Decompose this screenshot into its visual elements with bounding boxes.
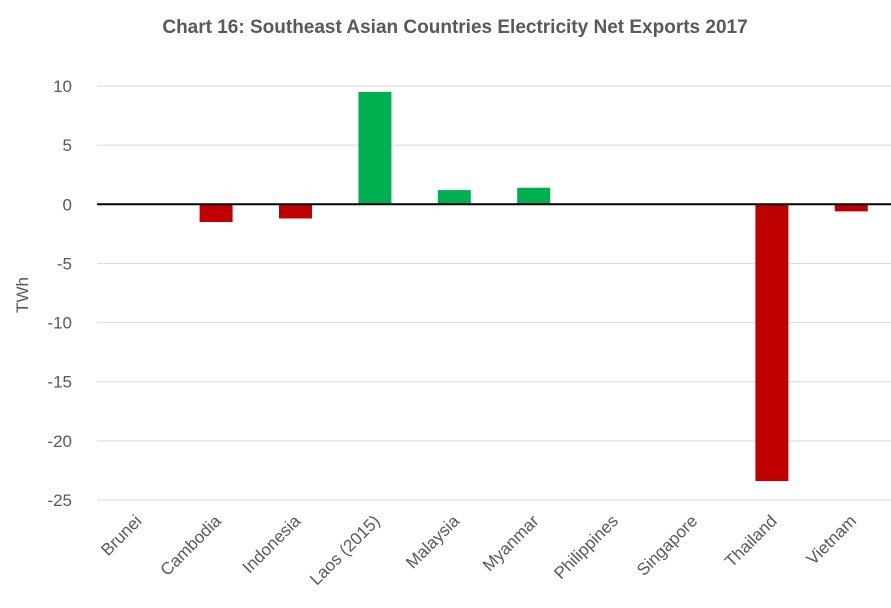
y-tick-label: -10 — [47, 314, 72, 333]
y-tick-label: 5 — [63, 136, 72, 155]
y-tick-label: 0 — [63, 195, 72, 214]
x-tick-label: Laos (2015) — [306, 511, 384, 589]
x-tick-label: Thailand — [721, 511, 781, 571]
y-tick-label: -20 — [47, 432, 72, 451]
bars — [199, 91, 868, 482]
chart-title: Chart 16: Southeast Asian Countries Elec… — [162, 17, 747, 38]
y-tick-labels: 10 5 0 -5 -10 -15 -20 -25 — [47, 77, 72, 510]
x-tick-label: Malaysia — [402, 511, 463, 572]
y-axis-title: TWh — [13, 277, 32, 313]
y-tick-label: 10 — [53, 77, 72, 96]
x-tick-label: Myanmar — [479, 511, 543, 575]
bar-thailand — [755, 204, 789, 482]
x-tick-label: Philippines — [550, 511, 622, 583]
bar-cambodia — [199, 204, 233, 223]
x-tick-label: Singapore — [633, 511, 701, 579]
bar-vietnam — [834, 204, 868, 212]
x-tick-label: Brunei — [97, 511, 145, 559]
bar-myanmar — [517, 187, 551, 205]
y-tick-label: -5 — [57, 254, 72, 273]
y-tick-label: -25 — [47, 491, 72, 510]
gridlines — [97, 85, 891, 501]
x-tick-label: Cambodia — [157, 511, 226, 580]
y-tick-label: -15 — [47, 373, 72, 392]
bar-indonesia — [279, 204, 312, 219]
bar-laos-2015 — [358, 91, 392, 205]
x-tick-labels: Brunei Cambodia Indonesia Laos (2015) Malays… — [97, 511, 860, 589]
bar-malaysia — [437, 190, 471, 205]
x-tick-label: Vietnam — [803, 511, 860, 568]
x-tick-label: Indonesia — [239, 511, 305, 577]
